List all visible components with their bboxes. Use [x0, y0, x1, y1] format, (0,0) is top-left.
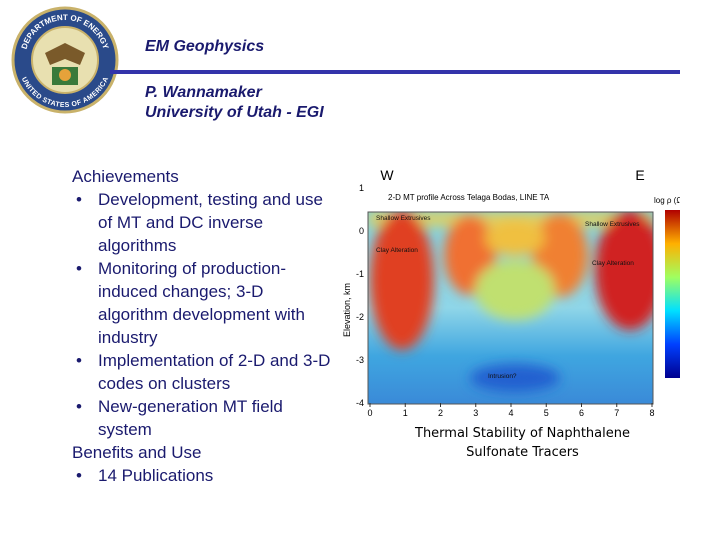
affiliation: University of Utah - EGI: [145, 104, 324, 121]
x-tick-label: 1: [403, 408, 408, 418]
seal: DEPARTMENT OF ENERGY UNITED STATES OF AM…: [11, 6, 119, 114]
annotation: Shallow Extrusives: [376, 215, 431, 222]
slide-title: EM Geophysics: [145, 38, 265, 55]
y-tick-label: 0: [359, 226, 364, 236]
colorbar: [665, 210, 680, 378]
direction-label: W: [380, 167, 394, 183]
direction-label: E: [635, 167, 644, 183]
y-tick-label: -1: [356, 269, 364, 279]
figure-title: 2-D MT profile Across Telaga Bodas, LINE…: [388, 193, 550, 202]
resistivity-image: [368, 212, 653, 392]
x-tick-label: 5: [544, 408, 549, 418]
section-heading: Benefits and Use: [72, 443, 202, 462]
x-tick-label: 0: [367, 408, 372, 418]
body-text: Achievements Development, testing and use…: [72, 165, 342, 487]
caption-line: Thermal Stability of Naphthalene: [415, 426, 630, 441]
y-tick-label: -4: [356, 398, 364, 408]
annotation: Clay Alteration: [376, 247, 418, 254]
y-tick-label: -2: [356, 312, 364, 322]
y-tick-label: 1: [359, 183, 364, 193]
bullet-item: 14 Publications: [72, 464, 338, 487]
caption-line: Sulfonate Tracers: [466, 445, 579, 460]
bullet-item: Development, testing and use of MT and D…: [72, 188, 338, 257]
divider: [110, 70, 680, 74]
x-tick-label: 4: [508, 408, 513, 418]
x-tick-label: 7: [614, 408, 619, 418]
x-tick-label: 2: [438, 408, 443, 418]
y-axis-label: Elevation, km: [342, 283, 352, 337]
y-tick-label: -3: [356, 355, 364, 365]
annotation: Intrusion?: [488, 373, 517, 380]
x-tick-label: 6: [579, 408, 584, 418]
author: P. Wannamaker: [145, 84, 262, 101]
colorbar-label: log ρ (Ω m): [654, 196, 680, 205]
bullet-item: Implementation of 2-D and 3-D codes on c…: [72, 349, 338, 395]
resistivity-figure: W E 2-D MT profile Across Telaga Bodas, LI…: [342, 167, 680, 418]
annotation: Shallow Extrusives: [585, 221, 640, 228]
x-tick-label: 8: [649, 408, 654, 418]
caption: Thermal Stability of Naphthalene Sulfona…: [380, 424, 665, 462]
bullet-item: New-generation MT field system: [72, 395, 338, 441]
bullet-item: Monitoring of production-induced changes…: [72, 257, 338, 349]
annotation: Clay Alteration: [592, 260, 634, 267]
x-tick-label: 3: [473, 408, 478, 418]
section-heading: Achievements: [72, 167, 179, 186]
